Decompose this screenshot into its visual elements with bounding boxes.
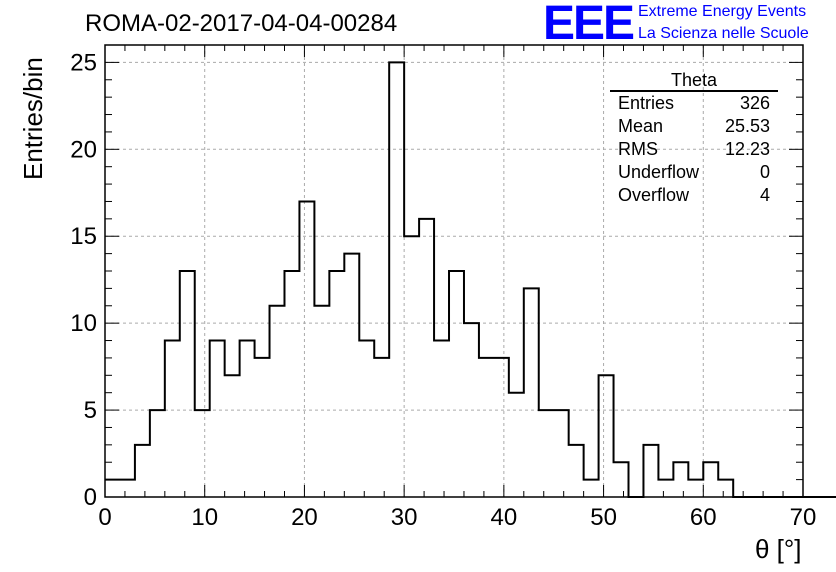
stats-value: 12.23 (724, 139, 770, 159)
stats-label: Underflow (618, 162, 700, 182)
histogram-bin (569, 445, 584, 497)
histogram-bin (524, 288, 539, 497)
y-axis-label: Entries/bin (18, 57, 48, 180)
stats-value: 0 (759, 162, 770, 182)
histogram-bin (449, 271, 464, 497)
stats-row: Mean 25.53 (610, 115, 778, 138)
histogram-bin (359, 341, 374, 497)
stats-row: RMS 12.23 (610, 138, 778, 161)
histogram-bin (554, 410, 569, 497)
histogram-bin (404, 236, 419, 497)
stats-row: Overflow 4 (610, 184, 778, 207)
y-tick-label: 25 (70, 49, 97, 76)
histogram-bin (419, 219, 434, 497)
stats-label: RMS (618, 139, 658, 159)
histogram-bin (314, 306, 329, 497)
histogram-bin (658, 480, 673, 497)
stats-value: 326 (739, 93, 770, 113)
histogram-bin (329, 271, 344, 497)
histogram-bin (673, 462, 688, 497)
x-tick-label: 0 (98, 504, 111, 531)
histogram-bin (389, 62, 404, 497)
histogram-bin (270, 306, 285, 497)
histogram-bin (434, 341, 449, 497)
histogram-bin (643, 445, 658, 497)
x-tick-label: 50 (590, 504, 617, 531)
logo-caption-line1: Extreme Energy Events (638, 3, 807, 20)
x-tick-label: 30 (391, 504, 418, 531)
histogram-bin (374, 358, 389, 497)
x-axis-label: θ [°] (755, 534, 802, 564)
x-tick-label: 20 (291, 504, 318, 531)
y-tick-label: 5 (84, 397, 97, 424)
histogram-bin (614, 462, 629, 497)
histogram-bin (120, 480, 135, 497)
histogram-bin (284, 271, 299, 497)
stats-value: 4 (759, 185, 770, 205)
logo-caption-line2: La Scienza nelle Scuole (638, 25, 809, 42)
x-tick-label: 60 (690, 504, 717, 531)
y-tick-label: 15 (70, 223, 97, 250)
histogram-bin (479, 358, 494, 497)
histogram-bin (195, 410, 210, 497)
histogram-bin (225, 375, 240, 497)
stats-label: Entries (618, 93, 675, 113)
histogram-bin (135, 445, 150, 497)
x-tick-label: 70 (790, 504, 817, 531)
histogram-bin (255, 358, 270, 497)
histogram-bin (584, 480, 599, 497)
histogram-line (105, 61, 836, 498)
histogram-bin (509, 393, 524, 497)
histogram-bin (180, 271, 195, 497)
stats-box: Theta Entries 326 Mean 25.53 RMS 12.23 Unde… (610, 70, 778, 207)
histogram-bin (688, 480, 703, 497)
plot-frame (104, 44, 804, 498)
histogram-bin (464, 323, 479, 497)
stats-label: Mean (618, 116, 664, 136)
x-tick-label: 10 (191, 504, 218, 531)
histogram-bin (718, 480, 733, 497)
y-tick-label: 0 (84, 484, 97, 511)
histogram-bin (105, 480, 120, 497)
histogram-bin (150, 410, 165, 497)
histogram-bin (299, 201, 314, 497)
x-tick-label: 40 (491, 504, 518, 531)
histogram-bin (703, 462, 718, 497)
histogram-bin (210, 341, 225, 497)
stats-row: Underflow 0 (610, 161, 778, 184)
histogram-bin (344, 254, 359, 497)
histogram-bin (599, 375, 614, 497)
plot-title: ROMA-02-2017-04-04-00284 (85, 10, 398, 37)
y-tick-label: 10 (70, 310, 97, 337)
histogram-bin (165, 341, 180, 497)
y-tick-label: 20 (70, 136, 97, 163)
histogram-bin (539, 410, 554, 497)
stats-title: Theta (610, 70, 778, 92)
stats-label: Overflow (618, 185, 690, 205)
histogram-bin (494, 358, 509, 497)
histogram-bin (240, 341, 255, 497)
stats-row: Entries 326 (610, 92, 778, 115)
stats-value: 25.53 (724, 116, 770, 136)
eee-logo: EEE (543, 0, 635, 50)
